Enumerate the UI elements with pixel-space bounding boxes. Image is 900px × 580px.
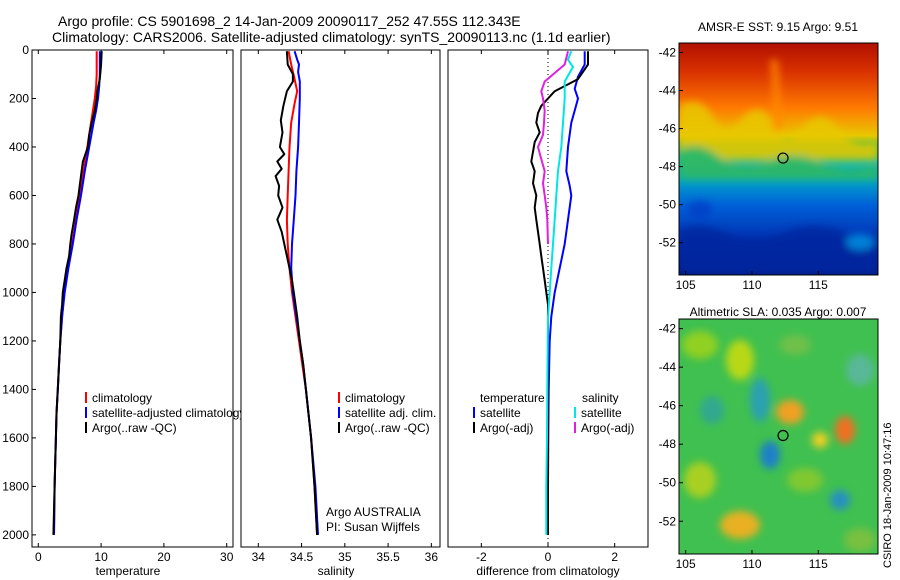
depth-axis: 0 200 400 600 800 1000 1200 1400 1600 1800 2000 (2, 43, 36, 542)
sla-field-features (682, 331, 876, 552)
legend-label-satellite: satellite adj. clim. (345, 406, 436, 420)
series-line-2-0 (547, 51, 586, 535)
map-x-tick-label: 105 (676, 278, 696, 292)
x-tick-label: 34.5 (290, 550, 314, 564)
y-tick-label: 400 (9, 140, 29, 154)
legend-label-sal-satellite: satellite (581, 406, 622, 420)
temperature-legend: climatology satellite-adjusted climatolo… (85, 391, 245, 435)
y-tick-label: 1200 (2, 334, 29, 348)
legend-label-argo: Argo(..raw -QC) (92, 421, 177, 435)
map-x-tick-label: 110 (742, 557, 761, 571)
sla-map-frame (678, 318, 879, 555)
title-line2: Climatology: CARS2006. Satellite-adjuste… (52, 29, 610, 45)
x-tick-label: 10 (94, 550, 108, 564)
salinity-axes-frame (240, 49, 441, 548)
legend-label-satellite: satellite-adjusted climatology (92, 406, 245, 420)
series-line-0-2 (52, 51, 103, 535)
salinity-x-axis: 34 34.5 35 35.5 36 (252, 50, 439, 564)
map-x-tick-label: 115 (809, 278, 828, 292)
x-tick-label: 2 (611, 550, 618, 564)
map-y-tick-label: -52 (659, 236, 677, 250)
argo-location-marker (777, 429, 789, 442)
difference-xlabel: difference from climatology (476, 564, 619, 578)
credit-text: CSIRO 18-Jan-2009 10:47:16 (882, 422, 894, 568)
temperature-lines (52, 51, 103, 535)
legend-label-temp-argo: Argo(-adj) (480, 421, 533, 435)
title-line1: Argo profile: CS 5901698_2 14-Jan-2009 2… (58, 13, 521, 29)
temperature-axes-frame (31, 49, 234, 548)
map-y-tick-label: -44 (659, 360, 677, 374)
map-y-tick-label: -42 (659, 46, 677, 60)
legend-header-temperature: temperature (480, 391, 545, 405)
sla-map-axes: 105 110 115 -42 -44 -46 -48 -50 -52 (659, 322, 829, 571)
series-line-2-2 (545, 50, 574, 535)
map-y-tick-label: -48 (659, 437, 677, 451)
difference-lines (530, 50, 589, 535)
y-tick-label: 1000 (2, 285, 29, 299)
x-tick-label: 35 (338, 550, 352, 564)
map-x-tick-label: 105 (676, 557, 696, 571)
map-x-tick-label: 110 (742, 278, 761, 292)
series-line-1-2 (274, 51, 319, 535)
map-y-tick-label: -50 (659, 198, 677, 212)
x-tick-label: 36 (425, 550, 439, 564)
map-y-tick-label: -46 (659, 122, 677, 136)
temperature-panel: 0 200 400 600 800 1000 1200 1400 1600 1800 2000 0 1… (2, 43, 245, 578)
difference-panel: -2 0 2 difference from climatology tempera… (447, 49, 649, 578)
map-y-tick-label: -46 (659, 399, 677, 413)
sla-map-title: Altimetric SLA: 0.035 Argo: 0.007 (690, 305, 867, 319)
sla-map-panel: Altimetric SLA: 0.035 Argo: 0.007 (659, 305, 879, 571)
series-line-2-1 (530, 51, 589, 535)
argo-float-label: Argo AUSTRALIA (326, 505, 421, 519)
map-y-tick-label: -42 (659, 322, 677, 336)
legend-label-climatology: climatology (92, 391, 152, 405)
difference-legend: temperature salinity satellite Argo(-adj… (473, 391, 634, 435)
sst-map-axes: 105 110 115 -42 -44 -46 -48 -50 -52 (659, 46, 829, 292)
x-tick-label: 34 (252, 550, 266, 564)
argo-location-marker (777, 152, 789, 164)
legend-label-temp-satellite: satellite (480, 406, 521, 420)
sst-map-frame (678, 42, 879, 276)
legend-label-climatology: climatology (345, 391, 405, 405)
x-tick-label: -2 (476, 550, 487, 564)
temperature-xlabel: temperature (96, 564, 161, 578)
series-line-2-3 (537, 50, 569, 245)
x-tick-label: 0 (35, 550, 42, 564)
x-tick-label: 0 (545, 550, 552, 564)
y-tick-label: 2000 (2, 528, 29, 542)
y-tick-label: 200 (9, 91, 29, 105)
y-tick-label: 0 (22, 43, 29, 57)
y-tick-label: 1400 (2, 382, 29, 396)
salinity-lines (274, 50, 319, 535)
temperature-x-axis: 0 10 20 30 (35, 50, 234, 564)
salinity-xlabel: salinity (318, 564, 355, 578)
map-y-tick-label: -48 (659, 160, 677, 174)
legend-label-sal-argo: Argo(-adj) (581, 421, 634, 435)
legend-label-argo: Argo(..raw -QC) (345, 421, 430, 435)
x-tick-label: 30 (220, 550, 234, 564)
x-tick-label: 20 (157, 550, 171, 564)
x-tick-label: 35.5 (376, 550, 400, 564)
salinity-panel: 34 34.5 35 35.5 36 salinity climatology sate… (240, 49, 441, 578)
map-y-tick-label: -50 (659, 476, 677, 490)
map-y-tick-label: -44 (659, 84, 677, 98)
sst-map-panel: AMSR-E SST: 9.15 Argo: 9.51 105 110 115 -42… (659, 20, 879, 292)
map-y-tick-label: -52 (659, 514, 677, 528)
y-tick-label: 1800 (2, 479, 29, 493)
y-tick-label: 600 (9, 188, 29, 202)
legend-header-salinity: salinity (582, 391, 619, 405)
y-tick-label: 1600 (2, 431, 29, 445)
sst-map-title: AMSR-E SST: 9.15 Argo: 9.51 (698, 20, 858, 34)
salinity-legend: climatology satellite adj. clim. Argo(..… (338, 391, 436, 435)
sst-field-features (679, 60, 878, 275)
pi-label: PI: Susan Wijffels (326, 520, 420, 534)
map-x-tick-label: 115 (809, 557, 828, 571)
y-tick-label: 800 (9, 237, 29, 251)
